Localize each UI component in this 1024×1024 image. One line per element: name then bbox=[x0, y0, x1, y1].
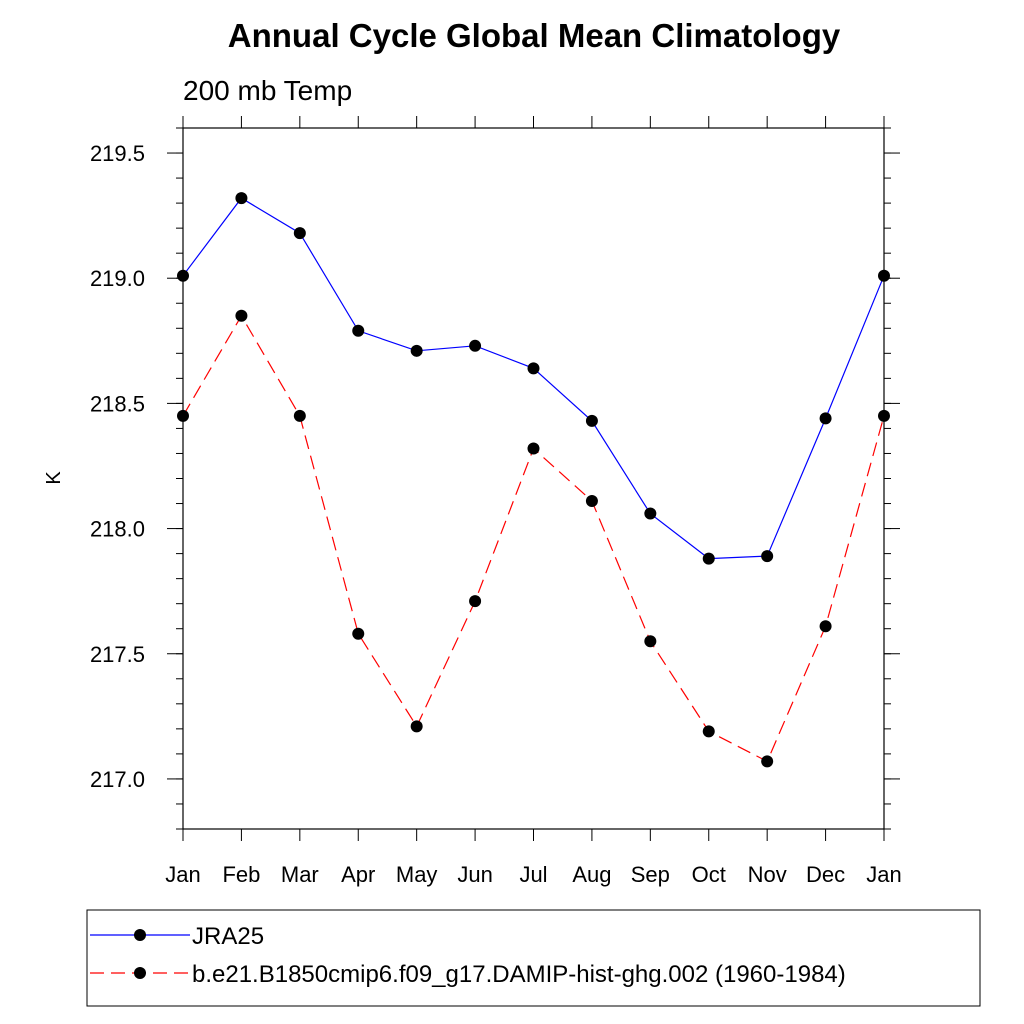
x-tick-label: Jan bbox=[165, 862, 200, 887]
x-tick-label: Oct bbox=[692, 862, 726, 887]
x-tick-label: May bbox=[396, 862, 438, 887]
legend-marker bbox=[134, 929, 146, 941]
data-point bbox=[819, 620, 832, 633]
data-point bbox=[352, 324, 365, 337]
x-tick-label: Nov bbox=[748, 862, 787, 887]
data-point bbox=[878, 409, 890, 422]
series-layer bbox=[177, 192, 890, 768]
data-point bbox=[819, 412, 832, 425]
x-tick-label: Jun bbox=[457, 862, 492, 887]
axis-ticks bbox=[167, 116, 900, 841]
x-tick-label: Jul bbox=[519, 862, 547, 887]
x-tick-label: Dec bbox=[806, 862, 845, 887]
chart-title: Annual Cycle Global Mean Climatology bbox=[228, 17, 841, 54]
data-point bbox=[352, 627, 365, 640]
data-point bbox=[644, 635, 657, 648]
data-point bbox=[410, 720, 423, 733]
data-point bbox=[878, 269, 890, 282]
data-point bbox=[585, 495, 598, 508]
series-line-2 bbox=[182, 314, 885, 763]
legend-label: JRA25 bbox=[192, 923, 264, 950]
data-point bbox=[177, 269, 189, 282]
data-point bbox=[293, 409, 306, 422]
y-axis-label: K bbox=[43, 471, 65, 485]
y-tick-label: 219.0 bbox=[90, 266, 145, 291]
data-point bbox=[761, 755, 774, 768]
x-tick-label: Feb bbox=[222, 862, 260, 887]
x-tick-label: Apr bbox=[341, 862, 375, 887]
data-point bbox=[293, 227, 306, 240]
legend-marker bbox=[134, 967, 146, 979]
data-point bbox=[644, 507, 657, 520]
legend-label: b.e21.B1850cmip6.f09_g17.DAMIP-hist-ghg.… bbox=[192, 961, 846, 988]
data-point bbox=[527, 362, 540, 375]
y-tick-label: 217.0 bbox=[90, 767, 145, 792]
data-point bbox=[177, 409, 189, 422]
x-tick-label: Mar bbox=[281, 862, 319, 887]
y-tick-label: 217.5 bbox=[90, 642, 145, 667]
data-point bbox=[235, 192, 248, 205]
y-tick-label: 218.0 bbox=[90, 517, 145, 542]
chart-subtitle: 200 mb Temp bbox=[183, 75, 352, 106]
data-point bbox=[235, 309, 248, 322]
data-point bbox=[469, 595, 482, 608]
data-point bbox=[585, 414, 598, 427]
legend-box bbox=[86, 909, 981, 1007]
plot-frame bbox=[182, 127, 885, 830]
data-point bbox=[469, 339, 482, 352]
x-tick-label: Sep bbox=[631, 862, 670, 887]
y-tick-labels: 217.0 217.5 218.0 218.5 219.0 219.5 bbox=[90, 141, 145, 792]
y-tick-label: 218.5 bbox=[90, 391, 145, 416]
data-point bbox=[527, 442, 540, 455]
data-point bbox=[702, 552, 715, 565]
series-line-1 bbox=[182, 197, 885, 560]
y-tick-label: 219.5 bbox=[90, 141, 145, 166]
x-tick-label: Jan bbox=[866, 862, 901, 887]
legend: JRA25 b.e21.B1850cmip6.f09_g17.DAMIP-hist… bbox=[90, 923, 846, 988]
data-point bbox=[702, 725, 715, 738]
data-point bbox=[410, 344, 423, 357]
x-tick-label: Aug bbox=[572, 862, 611, 887]
x-tick-labels: Jan Feb Mar Apr May Jun Jul Aug Sep Oct Nov Dec Jan bbox=[165, 862, 901, 887]
data-point bbox=[761, 550, 774, 563]
